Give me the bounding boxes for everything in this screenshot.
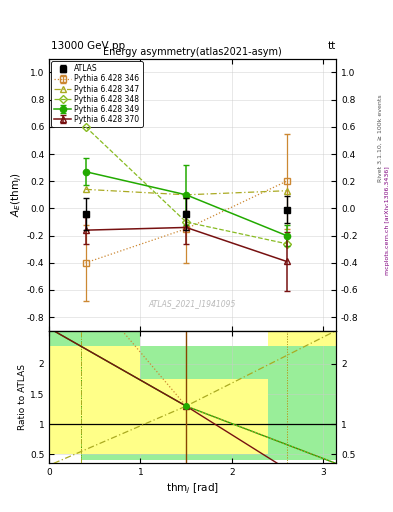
Y-axis label: $A_E(\mathrm{thm}_j)$: $A_E(\mathrm{thm}_j)$ xyxy=(9,173,24,217)
Text: tt: tt xyxy=(328,41,336,51)
Legend: ATLAS, Pythia 6.428 346, Pythia 6.428 347, Pythia 6.428 348, Pythia 6.428 349, P: ATLAS, Pythia 6.428 346, Pythia 6.428 34… xyxy=(51,61,143,127)
X-axis label: thm$_j$ [rad]: thm$_j$ [rad] xyxy=(166,481,219,496)
Title: Energy asymmetry(atlas2021-asym): Energy asymmetry(atlas2021-asym) xyxy=(103,47,282,57)
Text: ATLAS_2021_I1941095: ATLAS_2021_I1941095 xyxy=(149,299,236,308)
Y-axis label: Ratio to ATLAS: Ratio to ATLAS xyxy=(18,364,27,430)
Text: 13000 GeV pp: 13000 GeV pp xyxy=(51,41,125,51)
Text: Rivet 3.1.10, ≥ 100k events: Rivet 3.1.10, ≥ 100k events xyxy=(378,94,383,182)
Text: mcplots.cern.ch [arXiv:1306.3436]: mcplots.cern.ch [arXiv:1306.3436] xyxy=(385,166,389,274)
